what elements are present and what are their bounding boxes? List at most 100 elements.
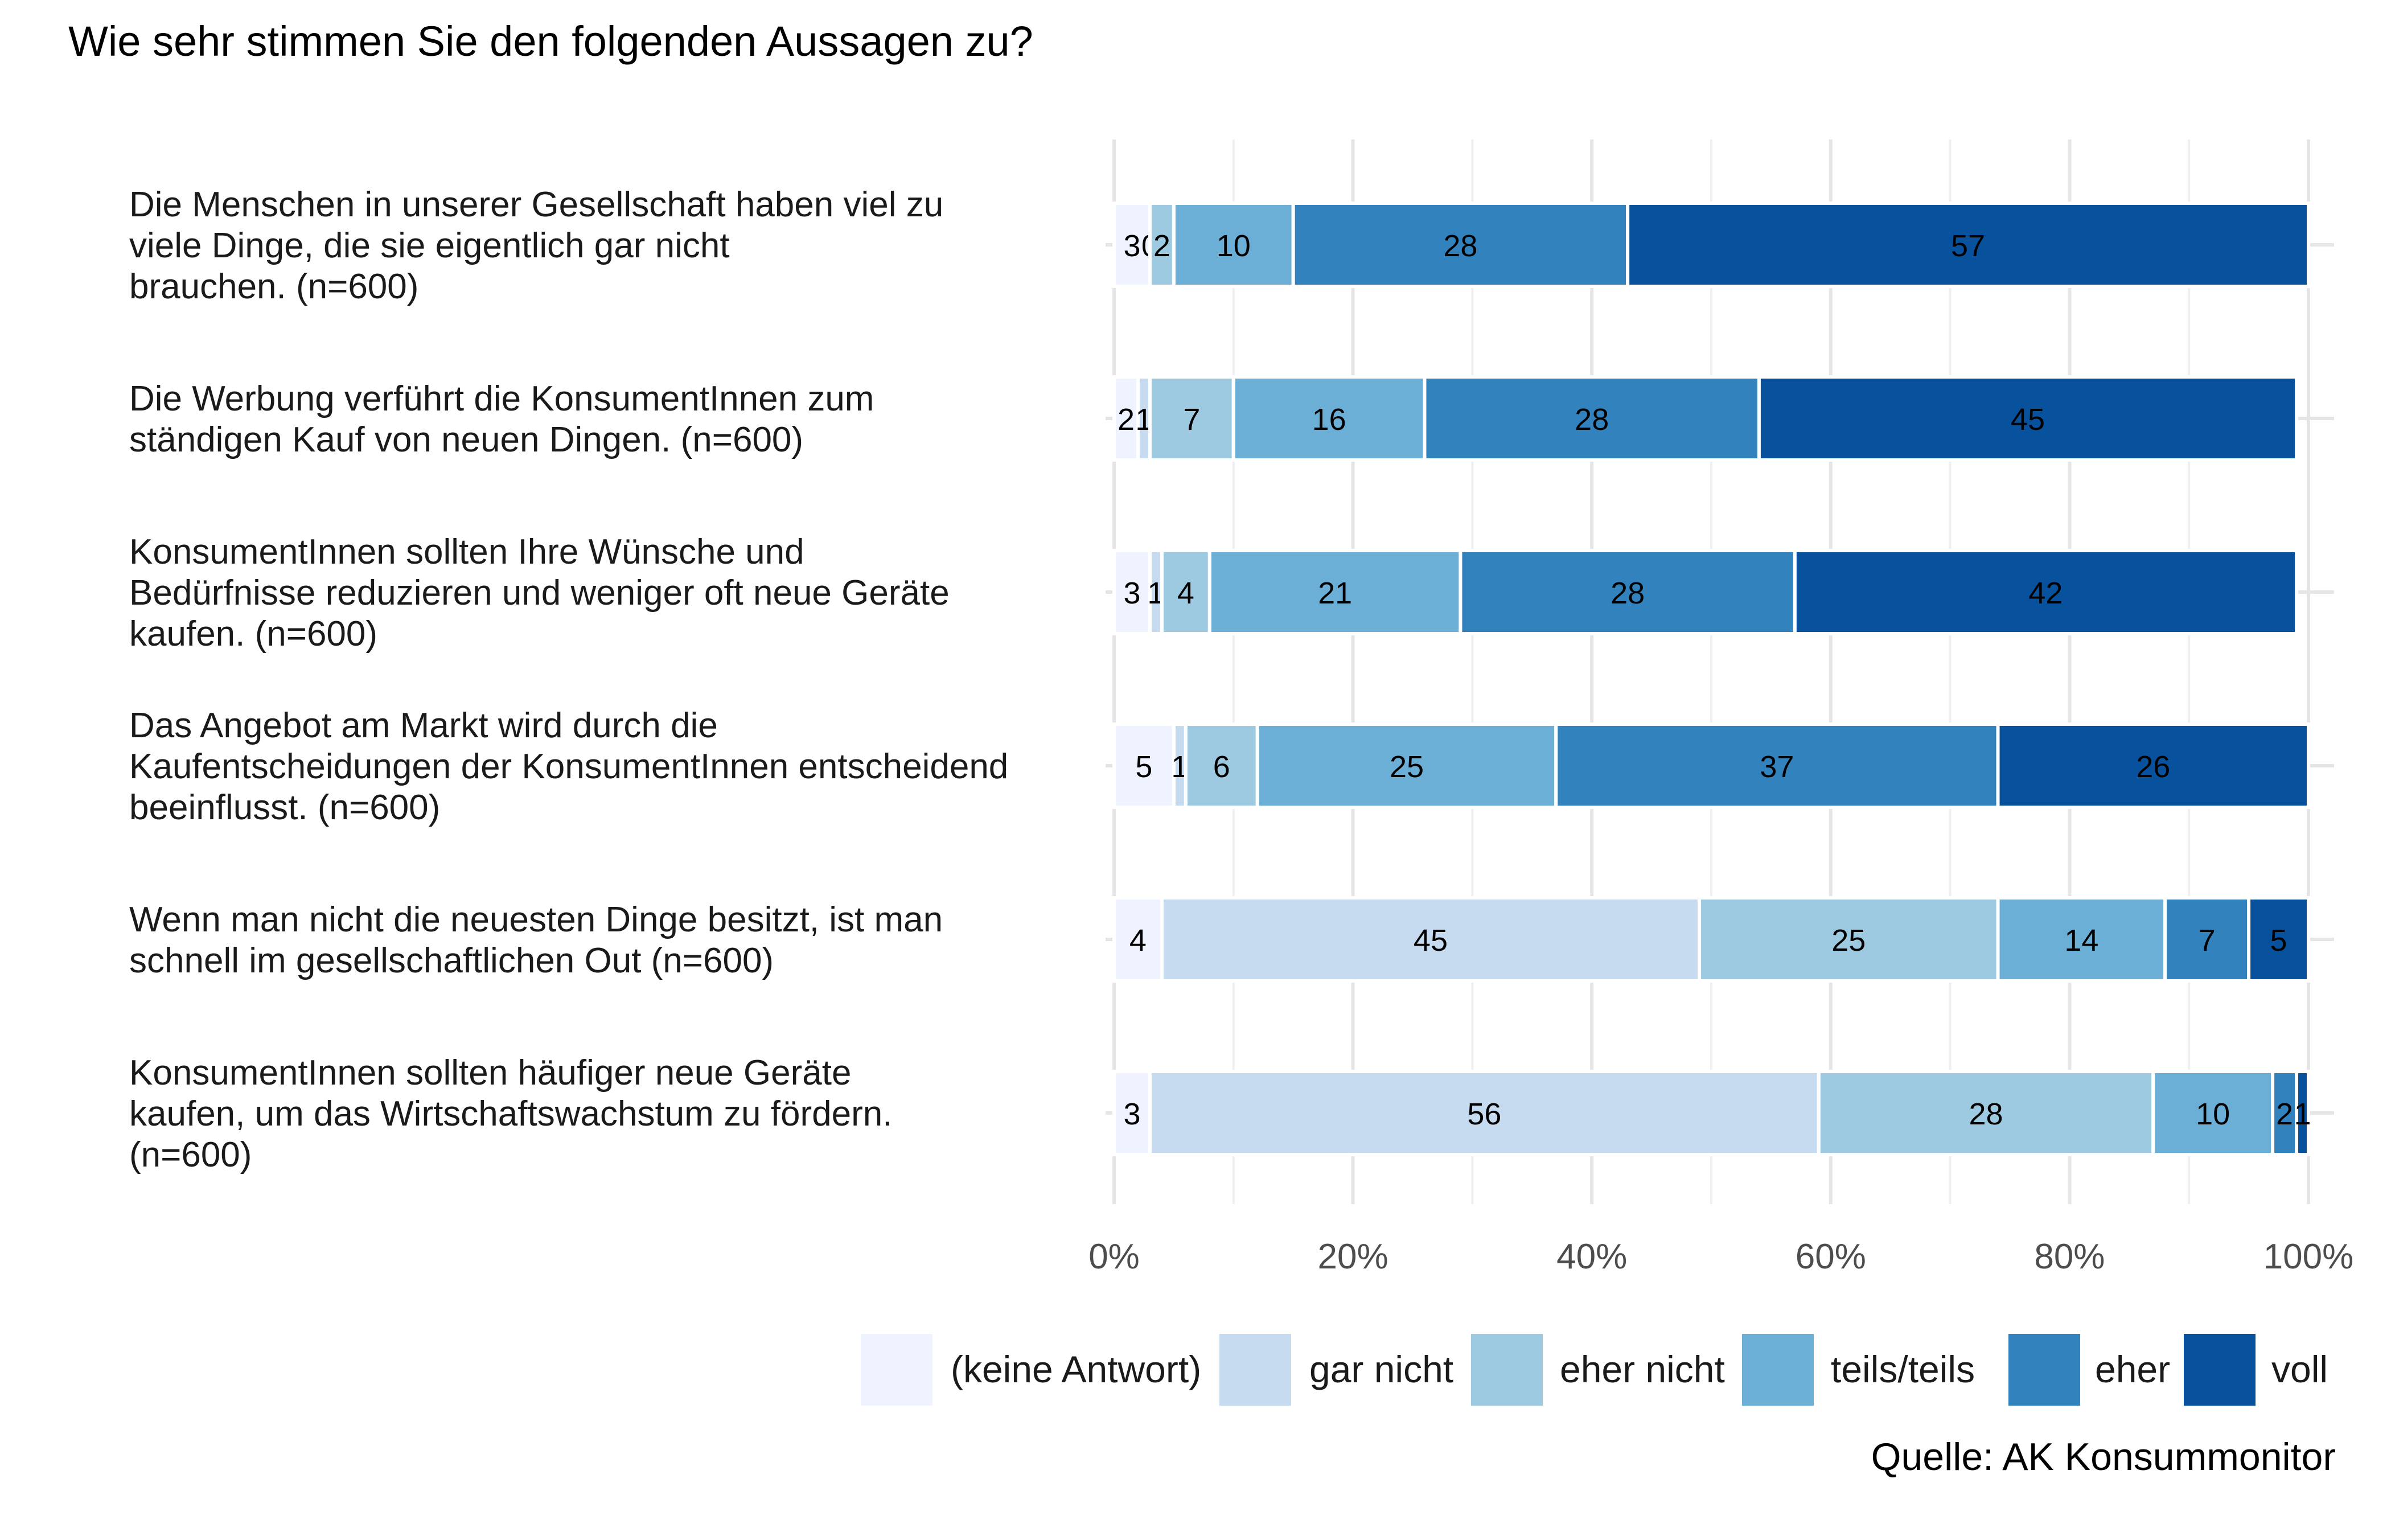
- bar-segment: [2271, 1070, 2299, 1156]
- data-label: 21: [1318, 576, 1352, 610]
- category-label: Das Angebot am Markt wird durch die Kaufe…: [129, 706, 1008, 827]
- x-tick-label: 60%: [1796, 1237, 1866, 1276]
- legend-key: [2184, 1334, 2256, 1406]
- data-label: 3: [1123, 576, 1140, 610]
- data-label: 25: [1390, 750, 1424, 784]
- bar-segment: [1231, 375, 1427, 462]
- bar-segment: [1112, 549, 1152, 635]
- category-label-line: beeinflusst. (n=600): [129, 788, 440, 827]
- legend-key: [1742, 1334, 1814, 1406]
- data-label: 28: [1575, 403, 1609, 437]
- data-label: 45: [1414, 923, 1448, 958]
- category-label-line: Wenn man nicht die neuesten Dinge besitz…: [129, 900, 943, 939]
- data-label: 3: [1123, 1097, 1140, 1131]
- category-label: Die Werbung verführt die KonsumentInnen …: [129, 379, 874, 459]
- category-label-line: schnell im gesellschaftlichen Out (n=600…: [129, 941, 774, 980]
- bar-segment: [1817, 1070, 2155, 1156]
- data-label: 7: [2199, 923, 2216, 958]
- data-label: 28: [1969, 1097, 2003, 1131]
- legend-label: voll: [2271, 1348, 2328, 1390]
- data-label: 14: [2064, 923, 2098, 958]
- y-axis-labels: Die Menschen in unserer Gesellschaft hab…: [129, 185, 1008, 1174]
- data-label: 45: [2011, 403, 2045, 437]
- data-label: 4: [1129, 923, 1147, 958]
- data-label: 10: [2196, 1097, 2230, 1131]
- category-label: Die Menschen in unserer Gesellschaft hab…: [129, 185, 943, 306]
- x-tick-label: 100%: [2263, 1237, 2354, 1276]
- data-label: 16: [1312, 403, 1346, 437]
- data-label: 25: [1831, 923, 1866, 958]
- category-label-line: brauchen. (n=600): [129, 267, 418, 306]
- x-tick-label: 80%: [2034, 1237, 2105, 1276]
- bars: 3021028572171628453142128425162537264452…: [1112, 202, 2311, 1156]
- legend-key: [1471, 1334, 1543, 1406]
- data-label: 37: [1760, 750, 1794, 784]
- data-label: 28: [1611, 576, 1645, 610]
- category-label-line: kaufen. (n=600): [129, 614, 377, 654]
- bar-segment: [1626, 202, 2310, 288]
- bar-segment: [1112, 1070, 1152, 1156]
- bar-segment: [1255, 722, 1558, 809]
- bar-segment: [1148, 375, 1235, 462]
- bar-segment: [1996, 722, 2310, 809]
- bar-segment: [2151, 1070, 2275, 1156]
- category-label-line: Kaufentscheidungen der KonsumentInnen en…: [129, 747, 1008, 786]
- category-label: KonsumentInnen sollten häufiger neue Ger…: [129, 1053, 892, 1174]
- category-label: Wenn man nicht die neuesten Dinge besitz…: [129, 900, 943, 980]
- x-tick-label: 40%: [1556, 1237, 1627, 1276]
- data-label: 5: [1135, 750, 1152, 784]
- data-label: 26: [2136, 750, 2170, 784]
- bar-segment: [1698, 896, 2000, 983]
- bar-segment: [1148, 202, 1176, 288]
- legend-label: eher: [2095, 1348, 2170, 1390]
- data-label: 6: [1213, 750, 1230, 784]
- category-label-line: ständigen Kauf von neuen Dingen. (n=600): [129, 420, 803, 459]
- category-label-line: viele Dinge, die sie eigentlich gar nich…: [129, 226, 730, 265]
- category-label-line: Die Werbung verführt die KonsumentInnen …: [129, 379, 874, 418]
- legend-key: [1219, 1334, 1291, 1406]
- data-label: 3: [1123, 229, 1140, 263]
- data-label: 2: [1118, 403, 1135, 437]
- legend-label: (keine Antwort): [951, 1348, 1201, 1390]
- chart-title: Wie sehr stimmen Sie den folgenden Aussa…: [68, 18, 1033, 65]
- legend-label: gar nicht: [1309, 1348, 1453, 1390]
- category-label-line: kaufen, um das Wirtschaftswachstum zu fö…: [129, 1094, 892, 1134]
- bar-segment: [2247, 896, 2311, 983]
- bar-segment: [1172, 202, 1295, 288]
- legend: (keine Antwort) gar nicht eher nicht teils/…: [861, 1334, 2328, 1406]
- bar-segment: [1757, 375, 2299, 462]
- data-label: 2: [2276, 1097, 2293, 1131]
- legend-key: [2008, 1334, 2080, 1406]
- category-label: KonsumentInnen sollten Ihre Wünsche und B…: [129, 532, 950, 654]
- bar-segment: [1793, 549, 2299, 635]
- chart-caption: Quelle: AK Konsummonitor: [1871, 1435, 2336, 1479]
- data-label: 5: [2270, 923, 2287, 958]
- legend-label: teils/teils: [1831, 1348, 1975, 1390]
- data-label: 4: [1177, 576, 1194, 610]
- x-axis-ticks: 0% 20% 40% 60% 80% 100%: [1088, 1237, 2353, 1276]
- x-tick-label: 0%: [1088, 1237, 1140, 1276]
- data-label: 1: [2294, 1097, 2311, 1131]
- category-label-line: Die Menschen in unserer Gesellschaft hab…: [129, 185, 943, 224]
- data-label: 28: [1443, 229, 1477, 263]
- bar-segment: [2163, 896, 2251, 983]
- data-label: 56: [1467, 1097, 1501, 1131]
- legend-key: [861, 1334, 932, 1406]
- bar-segment: [1996, 896, 2167, 983]
- category-label-line: KonsumentInnen sollten häufiger neue Ger…: [129, 1053, 851, 1093]
- category-label-line: Bedürfnisse reduzieren und weniger oft n…: [129, 573, 950, 613]
- data-label: 10: [1217, 229, 1251, 263]
- category-label-line: Das Angebot am Markt wird durch die: [129, 706, 718, 745]
- bar-segment: [2295, 1070, 2311, 1156]
- data-label: 2: [1153, 229, 1170, 263]
- x-tick-label: 20%: [1318, 1237, 1388, 1276]
- data-label: 42: [2028, 576, 2063, 610]
- data-label: 7: [1183, 403, 1200, 437]
- category-label-line: (n=600): [129, 1135, 252, 1174]
- data-label: 57: [1951, 229, 1985, 263]
- category-label-line: KonsumentInnen sollten Ihre Wünsche und: [129, 532, 804, 572]
- legend-label: eher nicht: [1560, 1348, 1725, 1390]
- grid: [1106, 139, 2334, 1204]
